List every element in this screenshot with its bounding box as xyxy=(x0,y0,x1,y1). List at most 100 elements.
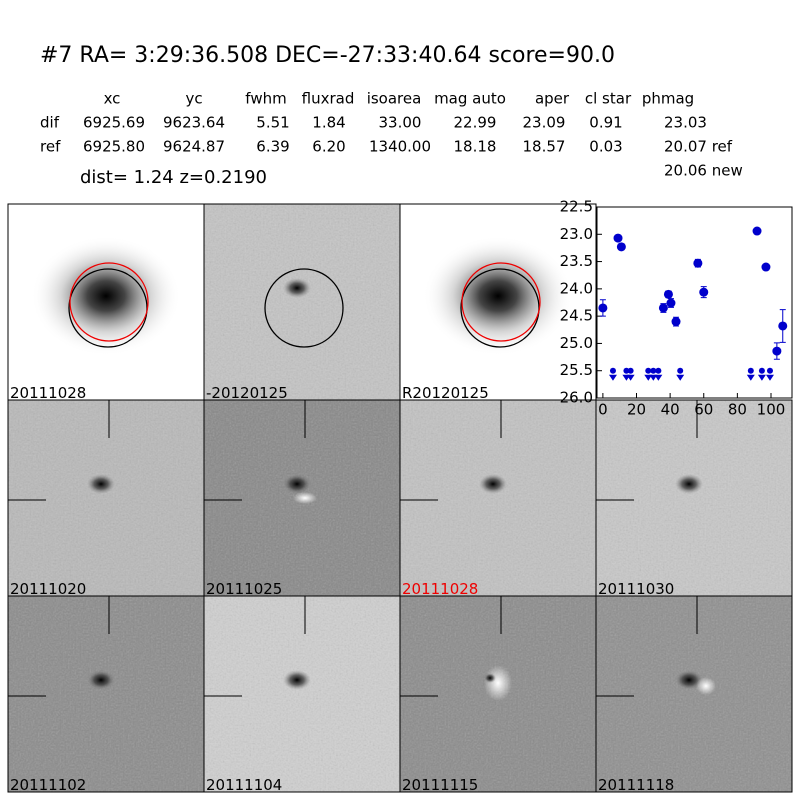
limit-arrow xyxy=(608,374,617,381)
limit-arrow xyxy=(644,374,653,381)
limit-arrow xyxy=(757,374,766,381)
table-cell: 18.57 xyxy=(523,138,566,156)
x-tick-label: 60 xyxy=(694,401,713,419)
table-cell: 6.20 xyxy=(312,138,345,156)
limit-arrow xyxy=(649,374,658,381)
point xyxy=(699,287,709,297)
title: #7 RA= 3:29:36.508 DEC=-27:33:40.64 scor… xyxy=(40,43,615,68)
stamp-noise xyxy=(204,596,400,792)
point xyxy=(663,289,673,299)
y-tick-label: 22.5 xyxy=(560,198,593,216)
galaxy xyxy=(31,236,181,356)
y-tick-label: 24.5 xyxy=(560,307,593,325)
limit-point xyxy=(609,367,616,374)
limit-point xyxy=(655,367,662,374)
y-tick-label: 26.0 xyxy=(560,389,593,407)
limit-point xyxy=(645,367,652,374)
stamp-noise xyxy=(400,400,596,596)
source xyxy=(283,278,311,298)
source xyxy=(696,677,716,695)
point xyxy=(693,258,703,268)
table-cell: 1340.00 xyxy=(369,138,431,156)
column-header: xc xyxy=(104,90,121,108)
point xyxy=(666,298,676,308)
stamp-label: 20111118 xyxy=(598,776,674,794)
table-cell: 0.91 xyxy=(589,114,622,132)
phmag-new: 20.06 new xyxy=(664,162,743,180)
dist-line: dist= 1.24 z=0.2190 xyxy=(80,167,267,188)
x-tick-label: 100 xyxy=(757,401,786,419)
limit-point xyxy=(677,367,684,374)
y-tick-label: 24.0 xyxy=(560,279,593,297)
stamp-noise xyxy=(596,596,792,792)
source xyxy=(283,670,311,690)
stamp-noise xyxy=(8,596,204,792)
point xyxy=(613,233,623,243)
source xyxy=(484,673,496,683)
stamp-grid: 20111028 -20120125 R20120125 20111020 201110… xyxy=(7,203,793,794)
aperture-ref xyxy=(69,262,149,342)
x-tick-label: 20 xyxy=(627,401,646,419)
limit-arrow xyxy=(654,374,663,381)
stamp-noise xyxy=(8,400,204,596)
stamp-noise xyxy=(596,400,792,596)
table-cell: 20.07 ref xyxy=(664,138,733,156)
plot-area xyxy=(596,206,793,399)
y-tick-label: 25.5 xyxy=(560,361,593,379)
table-cell: 33.00 xyxy=(379,114,422,132)
y-tick-label: 23.0 xyxy=(560,225,593,243)
stamp-label: -20120125 xyxy=(206,384,288,402)
column-header: cl star xyxy=(585,90,632,108)
row-label: dif xyxy=(40,114,60,132)
stamp-label: 20111025 xyxy=(206,580,282,598)
limit-point xyxy=(627,367,634,374)
table-cell: 23.03 xyxy=(664,114,707,132)
column-header: mag auto xyxy=(434,90,506,108)
table-cell: 22.99 xyxy=(454,114,497,132)
table-cell: 0.03 xyxy=(589,138,622,156)
column-header: yc xyxy=(185,90,202,108)
column-header: fwhm xyxy=(245,90,286,108)
table-cell: 5.51 xyxy=(256,114,289,132)
point xyxy=(658,303,668,313)
source xyxy=(87,670,115,690)
table-cell: 1.84 xyxy=(312,114,345,132)
light-curve: 22.5 23.0 23.5 24.0 24.5 25.0 25.5 26.0 0 20 40 60 8… xyxy=(560,198,793,419)
source xyxy=(484,665,512,701)
y-tick-label: 25.0 xyxy=(560,334,593,352)
limit-point xyxy=(766,367,773,374)
x-tick-label: 0 xyxy=(598,401,608,419)
stamp-label: 20111020 xyxy=(10,580,86,598)
stamp-label: 20111028 xyxy=(402,580,478,598)
stamp-label: R20120125 xyxy=(402,384,489,402)
point xyxy=(778,321,788,331)
stamp-label: 20111104 xyxy=(206,776,282,794)
table-cell: 9624.87 xyxy=(163,138,225,156)
source xyxy=(479,474,507,494)
stamp-frame xyxy=(595,595,793,793)
point xyxy=(761,262,771,272)
table-cell: 23.09 xyxy=(523,114,566,132)
limit-point xyxy=(758,367,765,374)
limit-point xyxy=(650,367,657,374)
limit-point xyxy=(747,367,754,374)
point xyxy=(752,226,762,236)
limit-arrow xyxy=(626,374,635,381)
table-cell: 6925.80 xyxy=(83,138,145,156)
source xyxy=(675,474,703,494)
point xyxy=(616,242,626,252)
stamp-noise xyxy=(204,204,400,400)
x-tick-label: 80 xyxy=(728,401,747,419)
limit-arrow xyxy=(765,374,774,381)
table-cell: 9623.64 xyxy=(163,114,225,132)
table-cell: 18.18 xyxy=(454,138,497,156)
table-cell: 6925.69 xyxy=(83,114,145,132)
column-header: fluxrad xyxy=(302,90,355,108)
source xyxy=(87,474,115,494)
point xyxy=(772,346,782,356)
column-header: aper xyxy=(535,90,570,108)
y-tick-label: 23.5 xyxy=(560,252,593,270)
limit-arrow xyxy=(746,374,755,381)
galaxy xyxy=(423,236,573,356)
